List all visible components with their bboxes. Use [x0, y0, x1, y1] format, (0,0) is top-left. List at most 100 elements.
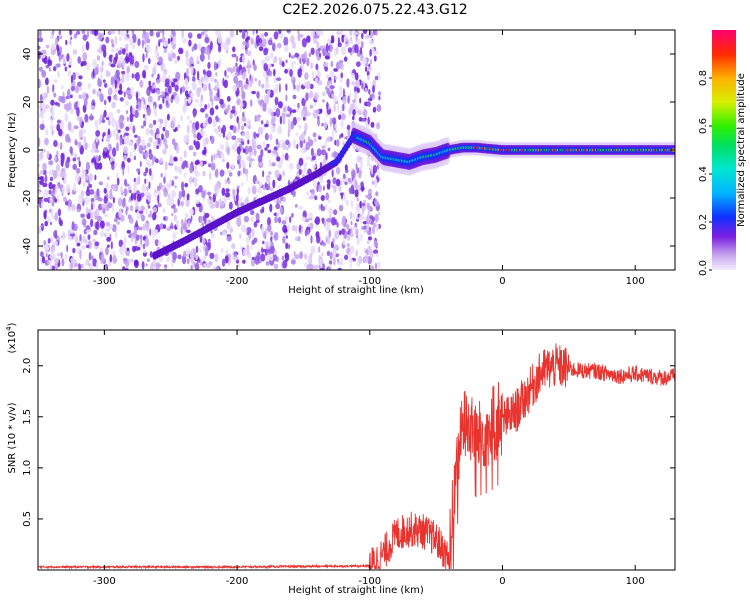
- noise-speck: [264, 133, 269, 141]
- noise-speck: [204, 137, 209, 145]
- noise-speck: [121, 74, 126, 78]
- noise-speck: [88, 251, 92, 261]
- noise-speck: [65, 39, 68, 46]
- noise-speck: [187, 32, 193, 39]
- noise-speck: [102, 208, 106, 214]
- noise-speck: [281, 61, 285, 68]
- noise-speck: [63, 179, 67, 184]
- noise-speck: [209, 74, 214, 83]
- noise-speck: [54, 240, 59, 246]
- noise-speck: [114, 218, 118, 223]
- noise-speck: [351, 72, 355, 80]
- noise-speck: [88, 184, 93, 188]
- noise-speck: [157, 95, 160, 101]
- noise-speck: [327, 266, 331, 270]
- noise-speck: [91, 30, 95, 35]
- noise-speck: [39, 123, 45, 131]
- noise-speck: [193, 43, 198, 51]
- noise-speck: [130, 258, 134, 263]
- noise-speck: [359, 200, 362, 209]
- noise-speck: [366, 202, 371, 209]
- noise-speck: [156, 185, 161, 191]
- noise-speck: [338, 204, 344, 212]
- noise-speck: [42, 162, 47, 171]
- noise-speck: [240, 125, 245, 131]
- noise-speck: [263, 62, 269, 72]
- noise-speck: [376, 122, 381, 130]
- noise-speck: [244, 31, 248, 39]
- snr-frame: [37, 329, 676, 571]
- noise-speck: [352, 115, 355, 121]
- noise-speck: [53, 79, 58, 83]
- noise-speck: [217, 44, 222, 53]
- noise-speck: [186, 258, 190, 265]
- noise-speck: [325, 222, 331, 232]
- noise-speck: [215, 72, 218, 77]
- noise-speck: [155, 79, 161, 84]
- noise-speck: [334, 123, 338, 129]
- noise-speck: [363, 229, 367, 234]
- noise-speck: [90, 218, 94, 228]
- snr-x-tick-label: 0: [499, 576, 505, 587]
- noise-speck: [100, 66, 104, 73]
- noise-speck: [212, 194, 216, 203]
- noise-speck: [268, 70, 273, 77]
- noise-speck: [263, 48, 268, 56]
- noise-speck: [319, 52, 322, 58]
- noise-speck: [297, 124, 302, 129]
- noise-speck: [97, 197, 103, 202]
- noise-speck: [362, 221, 368, 225]
- noise-speck: [156, 90, 161, 95]
- noise-speck: [208, 82, 211, 91]
- noise-speck: [375, 191, 379, 197]
- noise-speck: [269, 203, 273, 213]
- noise-speck: [68, 101, 72, 111]
- noise-speck: [253, 131, 257, 139]
- noise-speck: [185, 229, 191, 234]
- noise-speck: [288, 162, 294, 170]
- noise-speck: [105, 221, 111, 227]
- noise-speck: [181, 254, 187, 265]
- noise-speck: [297, 68, 302, 78]
- noise-speck: [270, 111, 274, 118]
- noise-speck: [224, 179, 228, 185]
- noise-speck: [114, 79, 118, 89]
- noise-speck: [115, 48, 119, 52]
- noise-speck: [49, 35, 55, 40]
- noise-speck: [58, 216, 62, 225]
- noise-speck: [307, 136, 311, 143]
- noise-speck: [71, 203, 76, 211]
- noise-speck: [129, 37, 134, 46]
- noise-speck: [189, 119, 193, 124]
- noise-speck: [183, 134, 189, 144]
- noise-speck: [253, 221, 258, 228]
- noise-speck: [168, 56, 173, 62]
- noise-speck: [128, 123, 134, 130]
- noise-speck: [61, 231, 66, 240]
- noise-speck: [74, 263, 79, 267]
- noise-speck: [205, 153, 208, 158]
- noise-speck: [207, 103, 211, 109]
- noise-speck: [136, 168, 141, 172]
- noise-speck: [107, 202, 113, 209]
- noise-speck: [252, 30, 255, 36]
- noise-speck: [290, 259, 296, 265]
- noise-speck: [320, 30, 324, 37]
- noise-speck: [308, 52, 312, 58]
- noise-speck: [287, 123, 292, 132]
- noise-speck: [271, 124, 276, 133]
- noise-speck: [48, 67, 51, 72]
- noise-speck: [258, 100, 261, 105]
- noise-speck: [342, 237, 346, 246]
- noise-speck: [236, 116, 239, 124]
- noise-speck: [367, 97, 373, 101]
- noise-speck: [72, 163, 77, 170]
- noise-speck: [281, 154, 287, 160]
- noise-speck: [154, 229, 159, 236]
- noise-speck: [125, 56, 131, 63]
- noise-speck: [70, 94, 73, 99]
- noise-speck: [242, 71, 247, 80]
- noise-speck: [44, 137, 49, 146]
- noise-speck: [262, 38, 267, 48]
- noise-speck: [330, 60, 333, 68]
